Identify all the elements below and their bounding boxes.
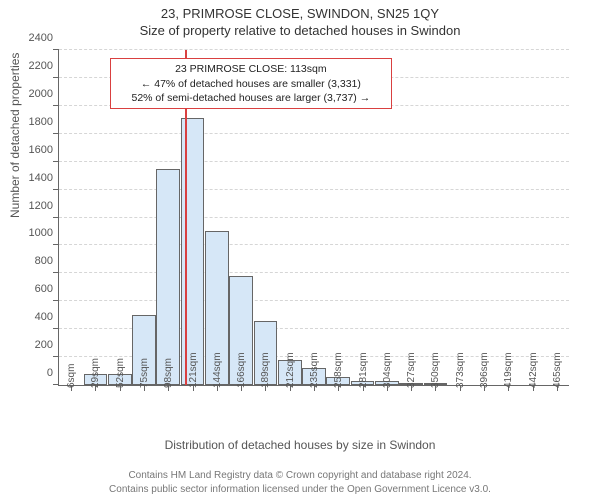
y-tick-label: 600 [17, 283, 53, 295]
x-tick-label: 442sqm [528, 352, 539, 388]
y-tick [53, 272, 59, 273]
x-tick-label: 166sqm [236, 352, 247, 388]
y-tick-label: 1000 [17, 227, 53, 239]
y-tick-label: 800 [17, 255, 53, 267]
x-tick-label: 258sqm [333, 352, 344, 388]
y-tick [53, 356, 59, 357]
y-tick [53, 133, 59, 134]
y-tick-label: 400 [17, 311, 53, 323]
histogram-chart: 0200400600800100012001400160018002000220… [58, 50, 569, 386]
y-tick-label: 2400 [17, 32, 53, 44]
histogram-bar [156, 169, 180, 385]
x-tick-label: 373sqm [455, 352, 466, 388]
annotation-line: 23 PRIMROSE CLOSE: 113sqm [116, 62, 386, 76]
footer-line-1: Contains HM Land Registry data © Crown c… [0, 469, 600, 483]
y-axis-label: Number of detached properties [8, 53, 22, 218]
y-tick [53, 105, 59, 106]
x-tick-label: 350sqm [430, 352, 441, 388]
grid-line [59, 272, 569, 273]
x-tick-label: 235sqm [309, 352, 320, 388]
x-tick-label: 419sqm [503, 352, 514, 388]
page-title: 23, PRIMROSE CLOSE, SWINDON, SN25 1QY [0, 0, 600, 21]
grid-line [59, 189, 569, 190]
y-tick [53, 49, 59, 50]
x-tick-label: 75sqm [139, 358, 150, 388]
x-tick-label: 121sqm [188, 352, 199, 388]
x-tick-label: 29sqm [90, 358, 101, 388]
x-tick-label: 212sqm [285, 352, 296, 388]
grid-line [59, 49, 569, 50]
x-tick-label: 6sqm [66, 364, 77, 388]
y-tick-label: 200 [17, 339, 53, 351]
y-tick [53, 189, 59, 190]
y-tick-label: 1800 [17, 116, 53, 128]
x-tick-label: 396sqm [479, 352, 490, 388]
x-tick-label: 144sqm [212, 352, 223, 388]
grid-line [59, 133, 569, 134]
y-tick [53, 328, 59, 329]
annotation-box: 23 PRIMROSE CLOSE: 113sqm← 47% of detach… [110, 58, 392, 109]
y-tick [53, 244, 59, 245]
y-tick [53, 77, 59, 78]
histogram-bar [181, 118, 205, 385]
x-tick-label: 327sqm [406, 352, 417, 388]
annotation-line: 52% of semi-detached houses are larger (… [116, 91, 386, 105]
x-tick-label: 465sqm [552, 352, 563, 388]
y-tick-label: 1600 [17, 144, 53, 156]
x-tick-label: 52sqm [115, 358, 126, 388]
y-tick [53, 217, 59, 218]
grid-line [59, 161, 569, 162]
x-tick-label: 189sqm [260, 352, 271, 388]
y-tick-label: 2000 [17, 88, 53, 100]
x-tick-label: 304sqm [382, 352, 393, 388]
grid-line [59, 217, 569, 218]
y-tick-label: 0 [17, 367, 53, 379]
y-tick [53, 300, 59, 301]
x-axis-label: Distribution of detached houses by size … [0, 438, 600, 452]
y-tick [53, 384, 59, 385]
annotation-line: ← 47% of detached houses are smaller (3,… [116, 77, 386, 91]
x-tick-label: 98sqm [163, 358, 174, 388]
y-tick-label: 1400 [17, 172, 53, 184]
x-tick-label: 281sqm [358, 352, 369, 388]
y-tick-label: 2200 [17, 60, 53, 72]
y-tick [53, 161, 59, 162]
grid-line [59, 244, 569, 245]
footer-line-2: Contains public sector information licen… [0, 483, 600, 497]
footer: Contains HM Land Registry data © Crown c… [0, 469, 600, 496]
y-tick-label: 1200 [17, 200, 53, 212]
page-subtitle: Size of property relative to detached ho… [0, 21, 600, 38]
grid-line [59, 300, 569, 301]
